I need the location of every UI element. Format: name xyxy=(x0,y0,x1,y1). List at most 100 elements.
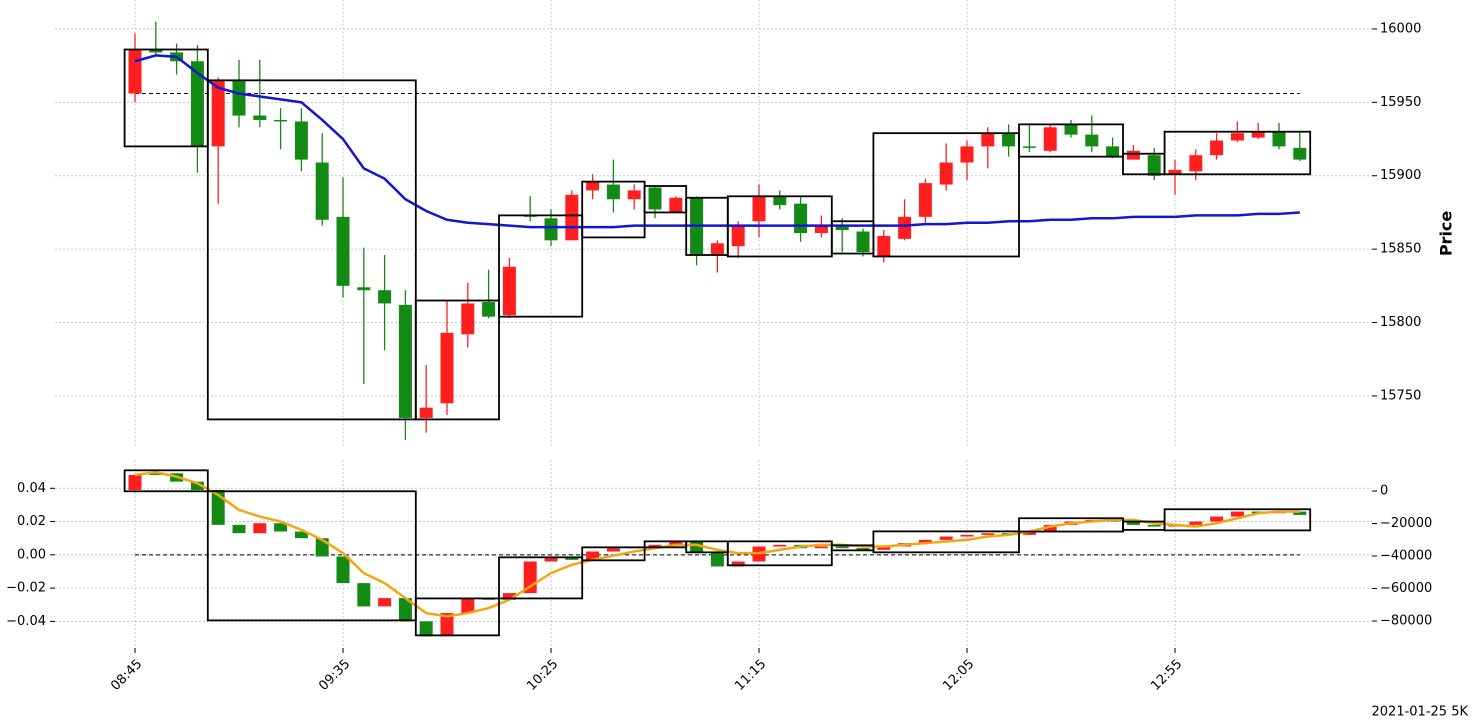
candle-body xyxy=(211,80,225,147)
candle-body xyxy=(1272,131,1286,147)
candle-body xyxy=(1022,146,1036,148)
candle-body xyxy=(253,115,267,120)
candle-body xyxy=(690,541,704,552)
candle-body xyxy=(648,187,662,210)
candle-body xyxy=(586,181,600,191)
candle-body xyxy=(1168,169,1182,175)
candle-body xyxy=(232,524,246,534)
candle-body xyxy=(606,184,620,200)
candle-body xyxy=(274,119,288,122)
y-tick-label: 0.02 xyxy=(17,514,46,529)
candle-body xyxy=(877,235,891,257)
candle-body xyxy=(960,146,974,163)
candle-body xyxy=(1210,516,1224,522)
y2-tick-label: −60000 xyxy=(1380,581,1432,596)
candle-body xyxy=(773,544,787,547)
candle-body xyxy=(544,556,558,562)
candle-body xyxy=(461,303,475,335)
candle-body xyxy=(1210,140,1224,156)
y-tick-label: 15750 xyxy=(1380,388,1421,403)
range-box xyxy=(206,79,417,421)
candle-body xyxy=(1085,134,1099,147)
y-axis-label: Price xyxy=(1437,211,1456,257)
candle-body xyxy=(253,523,267,534)
range-box xyxy=(498,214,584,318)
footer: 2021-01-25 5K xyxy=(1372,705,1469,720)
candle-body xyxy=(710,243,724,256)
candle-body xyxy=(398,304,412,418)
candle-body xyxy=(669,541,683,545)
candle-body xyxy=(898,216,912,239)
candle-body xyxy=(1126,150,1140,160)
y-tick-label: 0.00 xyxy=(17,547,46,562)
range-box xyxy=(581,546,646,562)
candle-body xyxy=(232,80,246,116)
y-tick-label: 15850 xyxy=(1380,242,1421,257)
candle-body xyxy=(378,598,392,607)
candle-body xyxy=(960,534,974,537)
range-box xyxy=(872,132,1020,258)
candle-body xyxy=(606,548,620,552)
y2-tick-label: 0 xyxy=(1380,484,1388,499)
candle-body xyxy=(918,539,932,544)
range-box xyxy=(414,597,500,637)
candle-body xyxy=(149,49,163,53)
candle-body xyxy=(544,218,558,241)
range-box xyxy=(206,490,417,622)
candle-body xyxy=(710,551,724,567)
candle-body xyxy=(731,225,745,247)
y-tick-label: 0.04 xyxy=(17,481,46,496)
candle-body xyxy=(1043,524,1057,532)
candle-body xyxy=(918,183,932,217)
y-tick-label: 15800 xyxy=(1380,315,1421,330)
candle-body xyxy=(856,231,870,253)
x-tick-label: 12:05 xyxy=(940,657,977,694)
candle-body xyxy=(1251,131,1265,138)
y2-tick-label: −80000 xyxy=(1380,614,1432,629)
candle-body xyxy=(1230,133,1244,141)
y-tick-label: −0.02 xyxy=(6,581,46,596)
range-box xyxy=(872,530,1020,554)
candle-body xyxy=(1022,531,1036,535)
candle-body xyxy=(378,290,392,304)
candle-body xyxy=(336,556,350,584)
candle-body xyxy=(440,332,454,404)
candle-body xyxy=(274,523,288,532)
candle-body xyxy=(1002,133,1016,147)
candle-body xyxy=(398,598,412,622)
candle-body xyxy=(1064,124,1078,135)
range-box xyxy=(726,540,833,567)
candle-body xyxy=(1043,127,1057,151)
candle-body xyxy=(814,546,828,549)
candle-body xyxy=(856,548,870,550)
x-tick-label: 08:45 xyxy=(108,657,145,694)
range-box xyxy=(414,299,500,421)
candle-body xyxy=(939,536,953,540)
y-tick-label: 15950 xyxy=(1380,95,1421,110)
candle-body xyxy=(794,203,808,233)
range-box xyxy=(1163,508,1312,532)
y2-tick-label: −40000 xyxy=(1380,549,1432,564)
candle-body xyxy=(835,225,849,231)
candle-body xyxy=(482,301,496,317)
candle-body xyxy=(814,225,828,233)
candle-body xyxy=(1147,524,1161,527)
candle-body xyxy=(981,133,995,147)
range-box xyxy=(123,469,209,493)
candle-body xyxy=(502,593,516,600)
candle-body xyxy=(1293,147,1307,160)
candle-body xyxy=(981,533,995,535)
x-tick-label: 10:25 xyxy=(524,657,561,694)
candle-body xyxy=(1293,511,1307,515)
candle-body xyxy=(357,287,371,291)
candle-body xyxy=(336,216,350,286)
candle-body xyxy=(315,162,329,220)
candle-body xyxy=(1230,511,1244,517)
x-tick-label: 11:15 xyxy=(732,657,769,694)
candle-body xyxy=(731,561,745,567)
candle-body xyxy=(877,546,891,550)
candle-body xyxy=(190,61,204,147)
candle-body xyxy=(939,162,953,185)
y2-tick-label: −20000 xyxy=(1380,516,1432,531)
y-tick-label: 16000 xyxy=(1380,21,1421,36)
